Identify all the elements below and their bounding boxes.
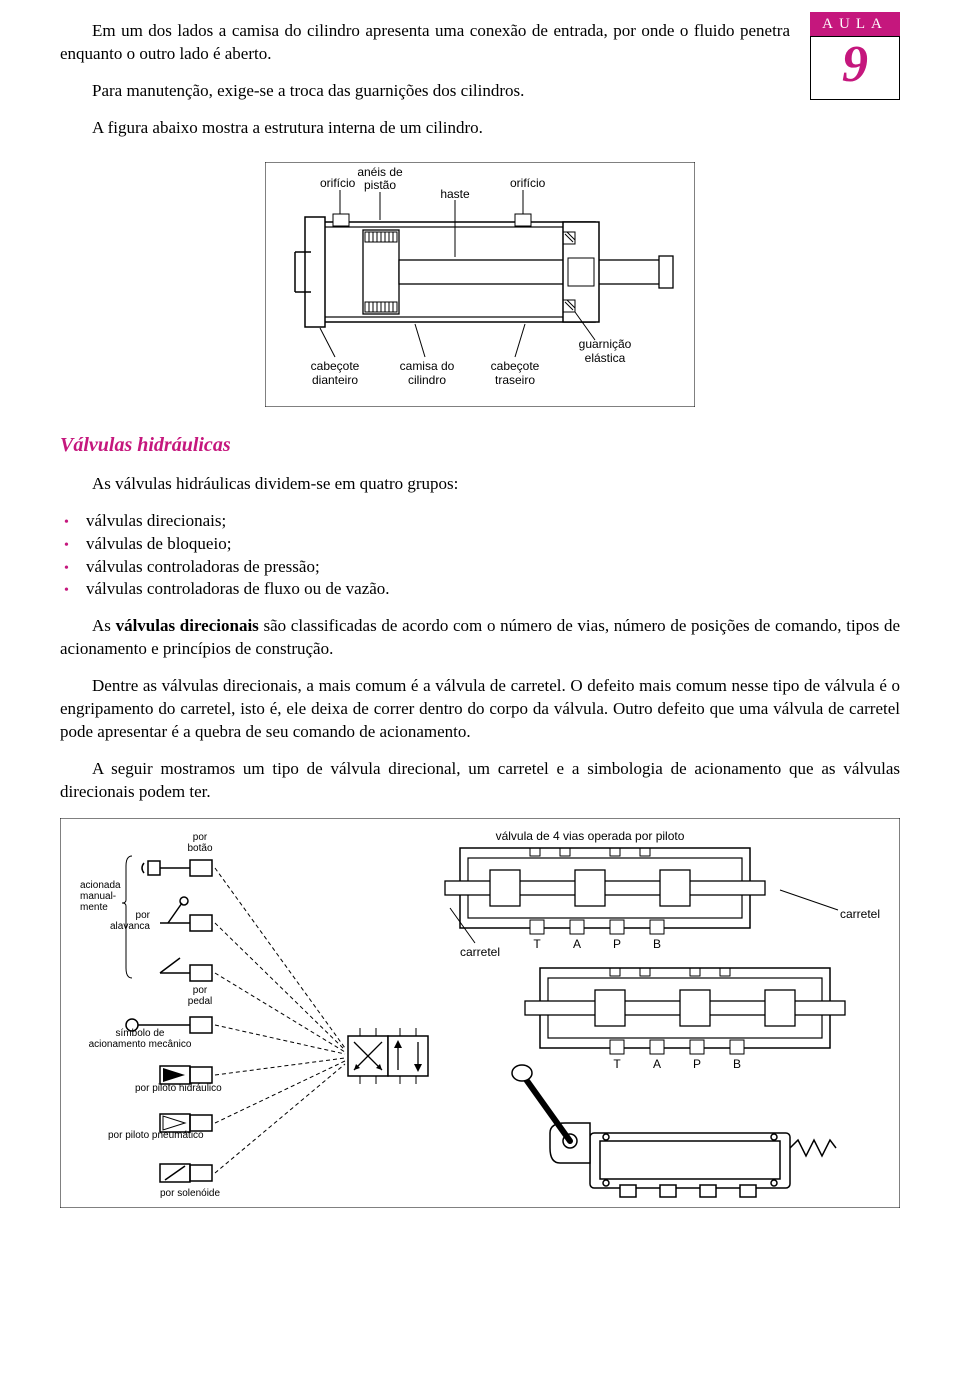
lbl-acionada-3: mente (80, 902, 108, 913)
lbl-pedal-2: pedal (188, 996, 212, 1007)
paragraph-7: A seguir mostramos um tipo de válvula di… (60, 758, 900, 804)
port-B-2: B (733, 1057, 741, 1071)
label-guarnicao-2: elástica (585, 351, 626, 365)
lbl-pedal-1: por (193, 985, 208, 996)
label-cabecote-t-1: cabeçote (491, 359, 540, 373)
lbl-acionada-2: manual- (80, 891, 116, 902)
paragraph-2: Para manutenção, exige-se a troca das gu… (60, 80, 790, 103)
lbl-acionada-1: acionada (80, 880, 121, 891)
lbl-mec-1: símbolo de (116, 1028, 165, 1039)
port-T-1: T (533, 937, 541, 951)
paragraph-4: As válvulas hidráulicas dividem-se em qu… (60, 473, 900, 496)
lbl-alavanca-2: alavanca (110, 921, 150, 932)
port-B-1: B (653, 937, 661, 951)
label-cabecote-t-2: traseiro (495, 373, 535, 387)
figure-cylinder: orifício anéis de pistão haste orifício … (60, 162, 900, 414)
list-item: válvulas direcionais; (60, 510, 900, 533)
paragraph-1: Em um dos lados a camisa do cilindro apr… (60, 20, 790, 66)
label-cabecote-d-1: cabeçote (311, 359, 360, 373)
port-T-2: T (613, 1057, 621, 1071)
paragraph-3: A figura abaixo mostra a estrutura inter… (60, 117, 790, 140)
label-camisa-2: cilindro (408, 373, 446, 387)
valve-list: válvulas direcionais; válvulas de bloque… (60, 510, 900, 602)
p5-bold: válvulas direcionais (116, 616, 259, 635)
lbl-solenoide: por solenóide (160, 1188, 220, 1199)
port-A-1: A (573, 937, 581, 951)
label-orificio-2: orifício (510, 176, 546, 190)
fig2-title: válvula de 4 vias operada por piloto (496, 829, 685, 843)
label-cabecote-d-2: dianteiro (312, 373, 358, 387)
label-camisa-1: camisa do (400, 359, 455, 373)
aula-badge: AULA 9 (810, 12, 900, 100)
aula-label: AULA (810, 12, 900, 36)
label-aneis-2: pistão (364, 178, 396, 192)
lbl-botao-1: por (193, 832, 208, 843)
lbl-carretel-1: carretel (460, 945, 500, 959)
list-item: válvulas controladoras de fluxo ou de va… (60, 578, 900, 601)
port-P-1: P (613, 937, 621, 951)
paragraph-6: Dentre as válvulas direcionais, a mais c… (60, 675, 900, 744)
lbl-alavanca-1: por (136, 910, 151, 921)
section-heading: Válvulas hidráulicas (60, 432, 900, 459)
aula-number: 9 (810, 36, 900, 100)
label-aneis-1: anéis de (357, 165, 403, 179)
label-guarnicao-1: guarnição (579, 337, 632, 351)
p5-pre: As (92, 616, 116, 635)
port-A-2: A (653, 1057, 661, 1071)
list-item: válvulas controladoras de pressão; (60, 556, 900, 579)
port-P-2: P (693, 1057, 701, 1071)
lbl-carretel-r: carretel (840, 907, 880, 921)
paragraph-5: As válvulas direcionais são classificada… (60, 615, 900, 661)
figure-valve: válvula de 4 vias operada por piloto aci… (60, 818, 900, 1215)
label-orificio-1: orifício (320, 176, 356, 190)
lbl-mec-2: acionamento mecânico (89, 1039, 192, 1050)
label-haste: haste (440, 187, 470, 201)
lbl-botao-2: botão (187, 843, 212, 854)
list-item: válvulas de bloqueio; (60, 533, 900, 556)
